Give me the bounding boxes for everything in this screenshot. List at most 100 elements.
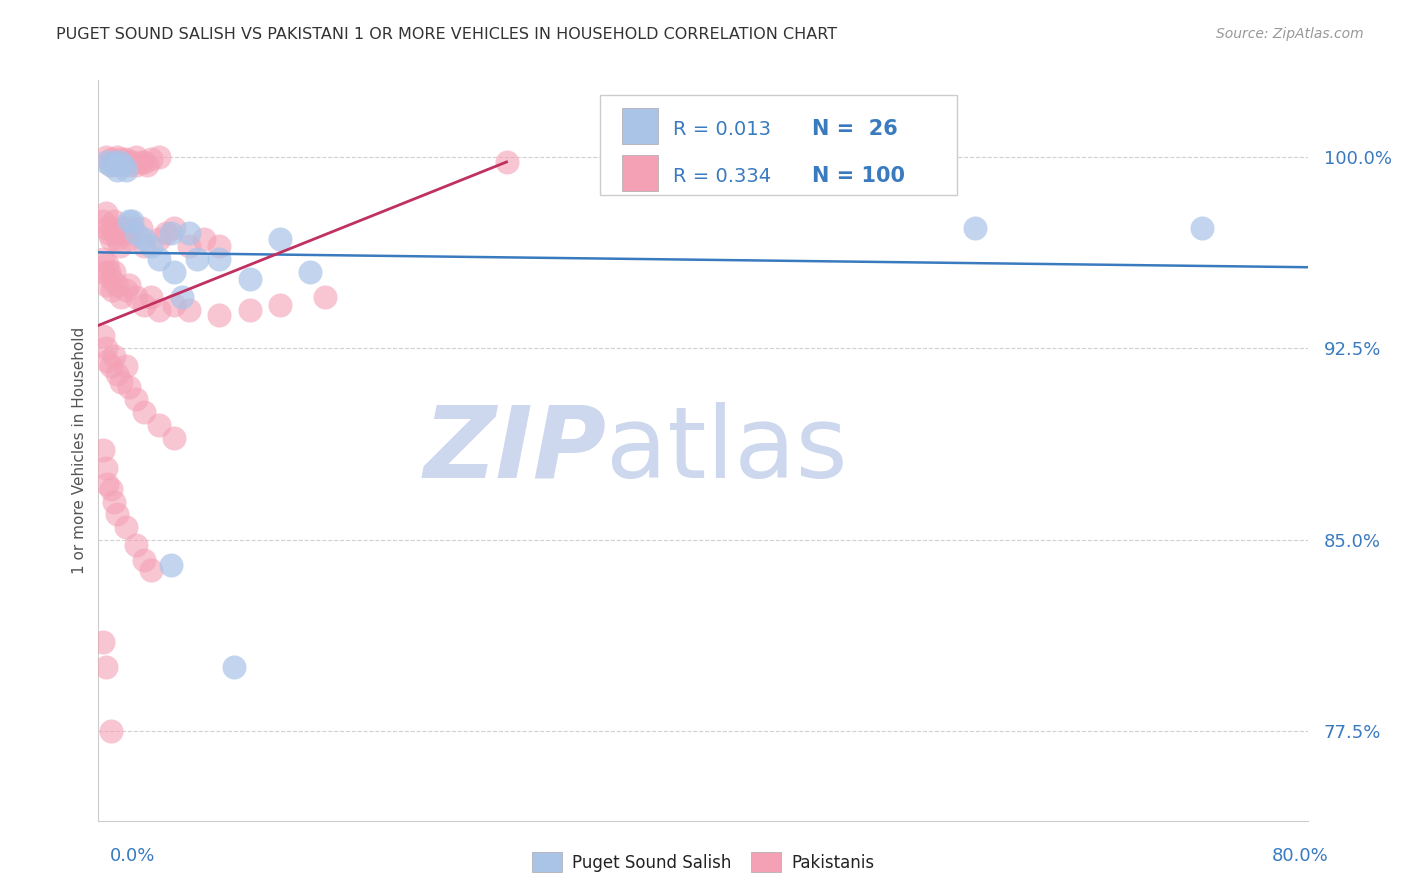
Point [193,231,215,245]
Point [105,231,128,245]
Text: N = 100: N = 100 [811,166,905,186]
Point [132,239,155,253]
Point [299,265,322,279]
Point [125,150,148,164]
Point [121,221,143,235]
Point [132,298,155,312]
Legend: Puget Sound Salish, Pakistanis: Puget Sound Salish, Pakistanis [524,846,882,879]
Point [111,157,134,171]
Point [103,155,125,169]
Point [239,272,262,286]
Point [208,239,231,253]
Point [104,227,127,241]
Point [103,494,125,508]
FancyBboxPatch shape [600,95,957,195]
Point [105,162,128,177]
Point [114,162,136,177]
Point [1191,221,1213,235]
Point [179,239,201,253]
Text: ZIP: ZIP [423,402,606,499]
Point [110,290,132,304]
Point [125,157,148,171]
Text: R = 0.013: R = 0.013 [672,120,770,139]
Point [98,227,121,241]
Point [495,155,517,169]
Point [114,283,136,297]
Point [94,660,117,674]
Point [125,392,148,407]
Text: 80.0%: 80.0% [1272,847,1329,865]
Point [163,298,186,312]
Point [111,221,134,235]
Point [118,213,141,227]
Point [141,290,163,304]
Point [94,150,117,164]
Point [110,155,132,169]
Point [141,564,163,578]
Point [118,277,141,292]
Point [98,265,121,279]
Point [148,303,170,318]
Point [125,290,148,304]
Point [135,157,157,171]
Point [129,155,152,169]
Point [118,231,141,245]
Point [121,213,143,227]
Point [100,272,122,286]
Point [148,417,170,432]
Point [96,221,118,235]
Point [118,157,141,171]
Point [141,153,163,167]
Text: PUGET SOUND SALISH VS PAKISTANI 1 OR MORE VEHICLES IN HOUSEHOLD CORRELATION CHAR: PUGET SOUND SALISH VS PAKISTANI 1 OR MOR… [56,27,838,42]
Point [103,349,125,363]
Point [100,153,122,167]
Point [186,252,208,266]
Text: atlas: atlas [606,402,848,499]
Point [100,359,122,374]
Point [114,155,136,169]
Point [163,431,186,445]
FancyBboxPatch shape [621,155,658,191]
Point [110,153,132,167]
Point [91,328,114,343]
Point [148,150,170,164]
Point [239,303,262,318]
Point [141,239,163,253]
Point [121,155,143,169]
Point [208,308,231,322]
Point [163,221,186,235]
Point [103,155,125,169]
Point [125,538,148,552]
Point [105,367,128,381]
Text: N =  26: N = 26 [811,120,897,139]
Point [105,157,128,171]
Point [91,443,114,458]
Point [96,476,118,491]
Point [105,277,128,292]
Point [114,227,136,241]
Point [100,231,122,245]
Point [94,155,117,169]
Point [105,508,128,522]
Point [91,213,114,227]
Point [125,227,148,241]
Point [114,153,136,167]
Point [148,252,170,266]
Point [110,375,132,389]
Point [179,303,201,318]
Point [101,283,124,297]
Point [114,520,136,534]
Point [132,405,155,419]
Point [118,379,141,393]
Point [155,227,177,241]
Point [91,252,114,266]
Point [100,482,122,496]
Point [105,150,128,164]
Point [100,157,122,171]
Point [108,239,131,253]
Point [91,635,114,649]
Point [94,342,117,356]
Point [96,257,118,271]
Point [132,553,155,567]
Point [269,231,291,245]
